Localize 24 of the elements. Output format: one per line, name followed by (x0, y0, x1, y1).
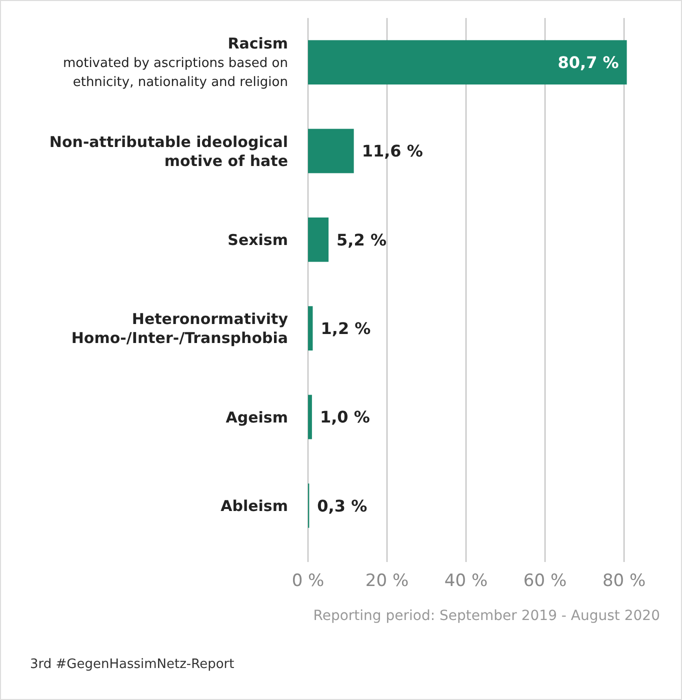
data-label: 1,2 % (320, 318, 371, 338)
data-label: 80,7 % (558, 52, 619, 72)
y-tick-label: Heteronormativity Homo-/Inter-/Transphobia (71, 310, 288, 348)
x-tick-label: 60 % (523, 571, 567, 591)
x-tick-label: 0 % (292, 571, 324, 591)
y-tick-label: Racism motivated by ascriptions based on ethnicity, nationality and religion (62, 34, 288, 90)
text: 3rd #GegenHassimNetz-Report (30, 657, 234, 672)
data-label: 1,0 % (320, 408, 370, 427)
x-tick-label: 40 % (444, 571, 488, 591)
bar (308, 394, 312, 440)
x-tick-label: 80 % (602, 571, 646, 591)
y-tick-label: Non-attributable ideological motive of hate (49, 132, 288, 170)
bar (308, 128, 354, 174)
y-tick-label: Ageism (226, 408, 288, 426)
x-tick-label: 20 % (365, 571, 409, 591)
bar (308, 218, 329, 262)
data-label: 5,2 % (336, 230, 386, 250)
data-label: 0,3 % (317, 496, 368, 516)
bar (308, 40, 627, 84)
data-label: 11,6 % (362, 142, 423, 161)
bar (308, 306, 313, 350)
y-tick-label: Ableism (220, 496, 288, 515)
text: Reporting period: September 2019 - August 2020 (313, 608, 660, 624)
y-tick-label: Sexism (228, 230, 288, 249)
